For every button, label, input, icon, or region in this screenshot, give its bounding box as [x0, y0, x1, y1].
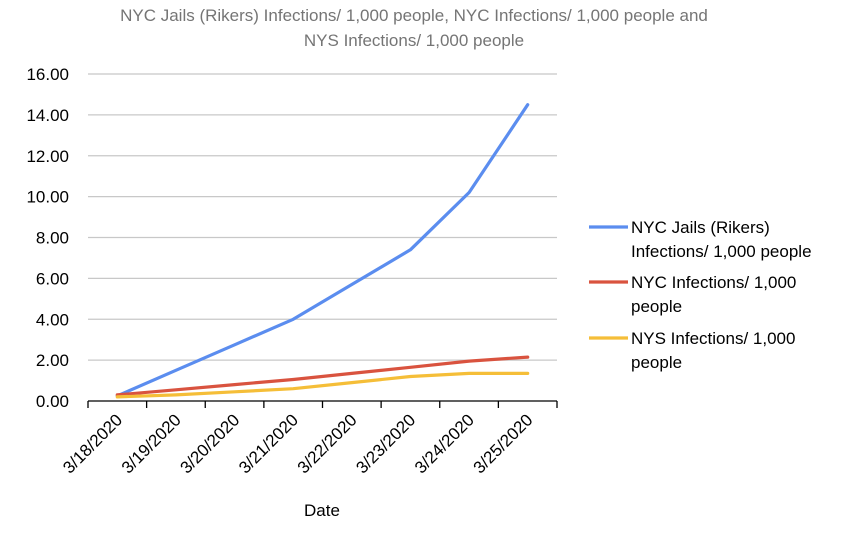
legend-label: NYC Jails (Rikers)	[631, 218, 770, 237]
y-tick-label: 4.00	[36, 310, 69, 329]
y-axis-ticks: 0.00 2.00 4.00 6.00 8.00 10.00 12.00 14.00 16.00	[26, 65, 69, 411]
gridlines	[88, 73, 557, 361]
chart-title-line-2: NYS Infections/ 1,000 people	[304, 31, 524, 50]
legend-label: people	[631, 353, 682, 372]
y-tick-label: 16.00	[26, 65, 69, 84]
x-axis: 3/18/20203/19/20203/20/20203/21/20203/22…	[59, 400, 558, 477]
legend-label: Infections/ 1,000 people	[631, 242, 812, 261]
chart-title-line-1: NYC Jails (Rikers) Infections/ 1,000 peo…	[120, 6, 708, 25]
legend-label: NYC Infections/ 1,000	[631, 273, 796, 292]
series-line-3	[115, 371, 530, 399]
x-tick-label: 3/22/2020	[294, 410, 361, 477]
x-tick-label: 3/18/2020	[59, 410, 126, 477]
y-tick-label: 2.00	[36, 351, 69, 370]
series-lines	[115, 103, 530, 399]
legend-label: NYS Infections/ 1,000	[631, 329, 795, 348]
y-tick-label: 8.00	[36, 229, 69, 248]
x-tick-label: 3/25/2020	[470, 410, 537, 477]
series-line-1	[115, 103, 530, 398]
y-tick-label: 10.00	[26, 188, 69, 207]
x-tick-label: 3/21/2020	[235, 410, 302, 477]
y-tick-label: 14.00	[26, 106, 69, 125]
x-tick-label: 3/23/2020	[352, 410, 419, 477]
x-axis-label: Date	[304, 501, 340, 520]
x-tick-label: 3/19/2020	[118, 410, 185, 477]
legend: NYC Jails (Rikers) Infections/ 1,000 peop…	[589, 218, 812, 372]
legend-label: people	[631, 297, 682, 316]
x-tick-label: 3/20/2020	[176, 410, 243, 477]
y-tick-label: 6.00	[36, 269, 69, 288]
y-tick-label: 0.00	[36, 392, 69, 411]
y-tick-label: 12.00	[26, 147, 69, 166]
series-line-2	[115, 355, 530, 397]
x-tick-label: 3/24/2020	[411, 410, 478, 477]
